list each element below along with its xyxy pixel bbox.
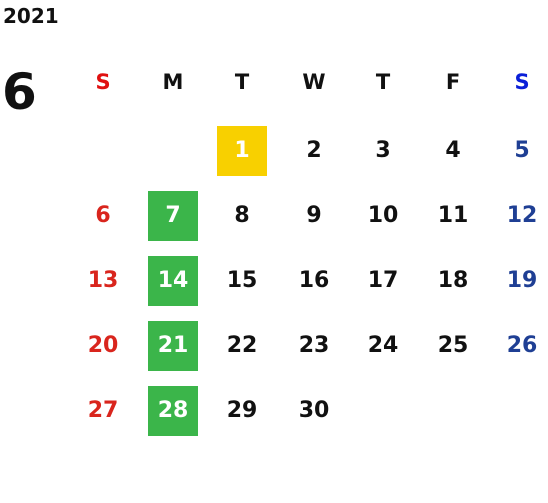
weekday-label: T bbox=[234, 70, 250, 94]
day-cell: 18 bbox=[437, 268, 469, 293]
year: 2021 bbox=[3, 4, 59, 28]
day-cell: 8 bbox=[234, 203, 250, 228]
day-cell: 11 bbox=[437, 203, 469, 228]
day-cell: 2 bbox=[306, 138, 322, 163]
day-cell: 20 bbox=[87, 333, 119, 358]
weekday-label: M bbox=[162, 70, 184, 94]
day-cell: 17 bbox=[367, 268, 399, 293]
day-cell: 25 bbox=[437, 333, 469, 358]
day-cell: 21 bbox=[148, 321, 198, 371]
weekday-label: W bbox=[302, 70, 326, 94]
day-cell: 5 bbox=[514, 138, 530, 163]
weekday-label: F bbox=[445, 70, 461, 94]
day-cell: 26 bbox=[506, 333, 538, 358]
day-cell: 24 bbox=[367, 333, 399, 358]
day-cell: 7 bbox=[148, 191, 198, 241]
day-cell: 14 bbox=[148, 256, 198, 306]
day-cell: 30 bbox=[298, 398, 330, 423]
month: 6 bbox=[2, 63, 37, 121]
day-cell: 22 bbox=[226, 333, 258, 358]
day-cell: 19 bbox=[506, 268, 538, 293]
weekday-label: S bbox=[95, 70, 111, 94]
weekday-label: S bbox=[514, 70, 530, 94]
weekday-label: T bbox=[375, 70, 391, 94]
day-cell: 9 bbox=[306, 203, 322, 228]
day-cell: 4 bbox=[445, 138, 461, 163]
day-cell: 28 bbox=[148, 386, 198, 436]
day-cell: 27 bbox=[87, 398, 119, 423]
day-cell: 29 bbox=[226, 398, 258, 423]
day-cell: 10 bbox=[367, 203, 399, 228]
day-cell: 13 bbox=[87, 268, 119, 293]
day-cell: 12 bbox=[506, 203, 538, 228]
day-cell: 15 bbox=[226, 268, 258, 293]
day-cell: 3 bbox=[375, 138, 391, 163]
day-cell: 1 bbox=[217, 126, 267, 176]
day-cell: 6 bbox=[95, 203, 111, 228]
day-cell: 16 bbox=[298, 268, 330, 293]
day-cell: 23 bbox=[298, 333, 330, 358]
